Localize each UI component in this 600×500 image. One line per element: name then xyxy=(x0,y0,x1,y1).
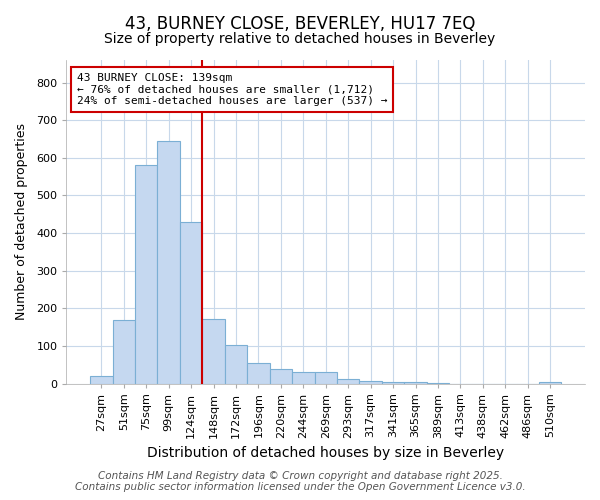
Bar xyxy=(225,345,247,384)
Bar xyxy=(337,378,359,384)
Bar xyxy=(180,222,202,384)
Bar xyxy=(539,382,562,384)
Text: Contains HM Land Registry data © Crown copyright and database right 2025.
Contai: Contains HM Land Registry data © Crown c… xyxy=(74,471,526,492)
Bar xyxy=(314,372,337,384)
Bar xyxy=(382,382,404,384)
Bar xyxy=(269,369,292,384)
Bar xyxy=(113,320,135,384)
Bar xyxy=(135,166,157,384)
Bar xyxy=(202,319,225,384)
Bar xyxy=(404,382,427,384)
X-axis label: Distribution of detached houses by size in Beverley: Distribution of detached houses by size … xyxy=(147,446,505,460)
Bar xyxy=(90,376,113,384)
Bar xyxy=(157,141,180,384)
Y-axis label: Number of detached properties: Number of detached properties xyxy=(15,124,28,320)
Bar xyxy=(247,363,269,384)
Text: Size of property relative to detached houses in Beverley: Size of property relative to detached ho… xyxy=(104,32,496,46)
Bar xyxy=(359,380,382,384)
Text: 43, BURNEY CLOSE, BEVERLEY, HU17 7EQ: 43, BURNEY CLOSE, BEVERLEY, HU17 7EQ xyxy=(125,15,475,33)
Text: 43 BURNEY CLOSE: 139sqm
← 76% of detached houses are smaller (1,712)
24% of semi: 43 BURNEY CLOSE: 139sqm ← 76% of detache… xyxy=(77,73,388,106)
Bar xyxy=(427,383,449,384)
Bar xyxy=(292,372,314,384)
